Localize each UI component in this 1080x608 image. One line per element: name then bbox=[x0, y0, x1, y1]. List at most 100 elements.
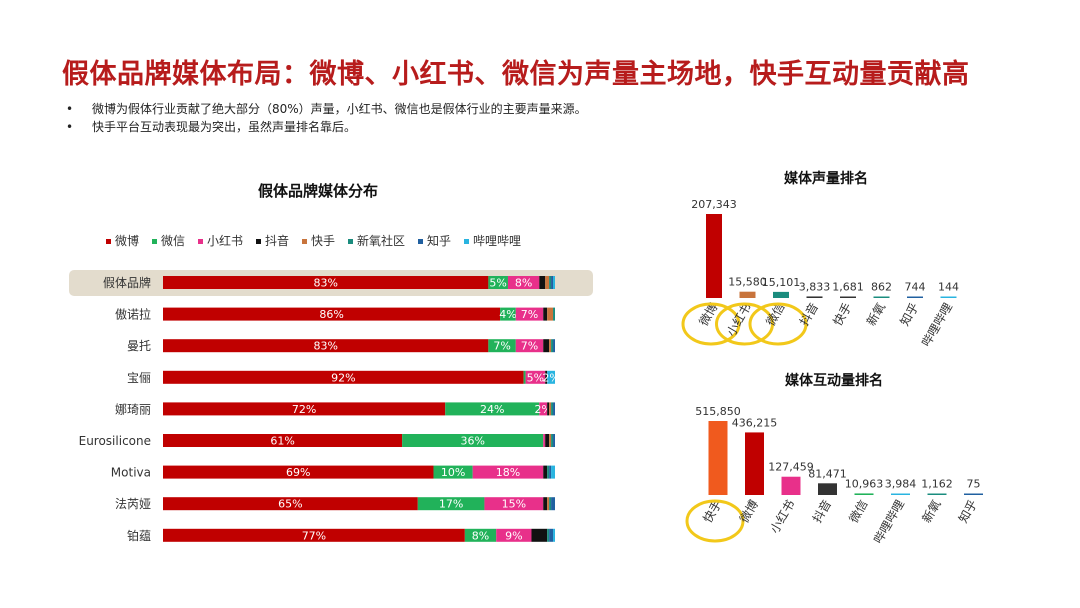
bar bbox=[818, 483, 837, 495]
bar-segment bbox=[163, 276, 489, 289]
bar-segment bbox=[551, 402, 554, 416]
data-label: 92% bbox=[331, 371, 355, 384]
data-label: 86% bbox=[319, 308, 343, 321]
legend-label: 知乎 bbox=[427, 234, 451, 248]
bar-segment bbox=[547, 528, 550, 542]
value-label: 15,580 bbox=[728, 276, 767, 289]
bar-segment bbox=[553, 339, 555, 353]
bar-segment bbox=[545, 276, 550, 289]
tick-label: 新氧 bbox=[919, 497, 944, 525]
bar-segment bbox=[549, 465, 552, 479]
data-label: 15% bbox=[502, 498, 526, 511]
highlight-circle bbox=[685, 499, 745, 543]
category-label: 傲诺拉 bbox=[115, 307, 151, 322]
bar-segment bbox=[549, 497, 552, 511]
legend-label: 小红书 bbox=[207, 233, 243, 248]
bar-segment bbox=[163, 497, 418, 511]
bar-segment bbox=[163, 465, 434, 479]
bar bbox=[891, 493, 910, 495]
tick-label: 哔哩哔哩 bbox=[919, 301, 955, 350]
bar-segment bbox=[543, 307, 548, 321]
tick-label: 小红书 bbox=[767, 497, 798, 536]
data-label: 7% bbox=[521, 340, 538, 353]
category-label: 铂蕴 bbox=[127, 528, 151, 543]
category-label: Motiva bbox=[111, 466, 151, 480]
bar-segment bbox=[545, 370, 548, 384]
bar bbox=[739, 291, 756, 298]
tick-label: 抖音 bbox=[796, 300, 821, 328]
value-label: 515,850 bbox=[695, 405, 741, 418]
bar bbox=[781, 476, 801, 495]
bar-segment bbox=[547, 307, 554, 321]
data-label: 8% bbox=[515, 277, 532, 290]
bar-segment bbox=[553, 402, 555, 416]
bar bbox=[706, 214, 722, 298]
bullet-text: 微博为假体行业贡献了绝大部分（80%）声量，小红书、微信也是假体行业的主要声量来… bbox=[92, 102, 587, 116]
highlight-circle bbox=[748, 302, 808, 346]
chart-title: 媒体互动量排名 bbox=[784, 372, 883, 389]
bullet-marker: • bbox=[66, 120, 74, 134]
bar-segment bbox=[464, 528, 497, 542]
bar-segment bbox=[547, 497, 550, 511]
bar-segment bbox=[551, 339, 554, 353]
bar-segment bbox=[163, 528, 465, 542]
data-label: 18% bbox=[496, 466, 520, 479]
data-label: 77% bbox=[302, 529, 326, 542]
data-label: 17% bbox=[439, 498, 463, 511]
data-label: 5% bbox=[527, 371, 544, 384]
bar-segment bbox=[163, 402, 446, 416]
category-label: 法芮娅 bbox=[115, 497, 151, 511]
bar-segment bbox=[472, 465, 544, 479]
data-label: 8% bbox=[472, 529, 489, 542]
data-label: 5% bbox=[489, 277, 506, 290]
bar-segment bbox=[553, 307, 555, 321]
data-label: 72% bbox=[292, 403, 316, 416]
legend-swatch bbox=[302, 239, 307, 244]
category-label: Eurosilicone bbox=[79, 434, 151, 448]
tick-label: 知乎 bbox=[956, 498, 980, 526]
chart-title: 假体品牌媒体分布 bbox=[258, 182, 378, 200]
tick-label: 知乎 bbox=[897, 301, 921, 329]
legend-swatch bbox=[198, 239, 203, 244]
bar-segment bbox=[551, 465, 555, 479]
bar bbox=[806, 296, 823, 298]
bar-segment bbox=[553, 528, 555, 542]
bar-segment bbox=[551, 276, 554, 289]
data-label: 36% bbox=[460, 435, 484, 448]
value-label: 75 bbox=[967, 478, 981, 491]
value-label: 744 bbox=[905, 281, 926, 294]
value-label: 3,984 bbox=[885, 478, 917, 491]
legend-label: 微信 bbox=[161, 234, 185, 248]
bar-segment bbox=[163, 370, 524, 384]
bar-segment bbox=[496, 528, 532, 542]
chart-title: 媒体声量排名 bbox=[783, 170, 868, 187]
bar-segment bbox=[539, 402, 548, 416]
bar-segment bbox=[543, 339, 550, 353]
bar bbox=[773, 291, 789, 298]
data-label: 9% bbox=[505, 529, 522, 542]
bar-segment bbox=[547, 402, 550, 416]
data-label: 83% bbox=[313, 340, 337, 353]
legend-swatch bbox=[348, 239, 353, 244]
bar-segment bbox=[549, 528, 554, 542]
legend-swatch bbox=[418, 239, 423, 244]
legend-swatch bbox=[152, 239, 157, 244]
bar-segment bbox=[551, 434, 554, 447]
bar-segment bbox=[545, 434, 550, 447]
bar-segment bbox=[163, 307, 501, 321]
bar bbox=[940, 296, 957, 298]
data-label: 7% bbox=[521, 308, 538, 321]
legend-swatch bbox=[464, 239, 469, 244]
bar bbox=[927, 493, 947, 495]
bullet-point: • 快手平台互动表现最为突出，虽然声量排名靠后。 bbox=[66, 118, 356, 135]
legend-label: 哔哩哔哩 bbox=[473, 234, 521, 248]
highlight-circle bbox=[681, 302, 741, 346]
bar-segment bbox=[547, 370, 555, 384]
bar bbox=[907, 296, 923, 298]
data-label: 83% bbox=[313, 277, 337, 290]
bar bbox=[708, 421, 728, 495]
tick-label: 抖音 bbox=[809, 497, 834, 525]
bar-segment bbox=[500, 307, 516, 321]
bar bbox=[840, 296, 856, 298]
tick-label: 快手 bbox=[830, 301, 854, 329]
